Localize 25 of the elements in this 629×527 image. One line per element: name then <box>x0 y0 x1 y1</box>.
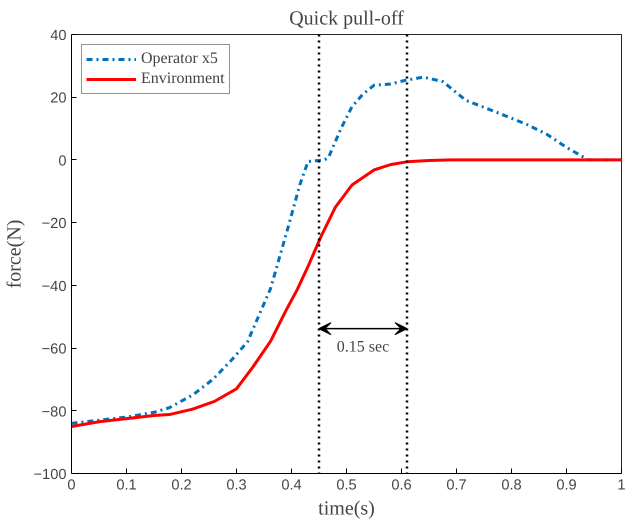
y-axis-title: force(N) <box>3 220 26 288</box>
line-series <box>72 158 622 428</box>
chart-title: Quick pull-off <box>289 8 404 30</box>
y-tick-label: 40 <box>50 28 67 44</box>
legend-label: Environment <box>141 70 225 88</box>
y-tick-label: 0 <box>58 153 67 170</box>
x-tick-label: 0.4 <box>281 478 302 494</box>
y-tick-label: −40 <box>42 278 67 295</box>
x-tick-label: 0.7 <box>446 478 467 494</box>
y-tick-label: −60 <box>42 342 67 358</box>
x-tick-label: 0.5 <box>336 478 357 494</box>
x-tick-label: 0.9 <box>556 478 577 494</box>
x-tick-label: 0.1 <box>116 478 137 494</box>
x-tick-label: 0.3 <box>226 478 247 494</box>
x-axis-title: time(s) <box>318 498 375 520</box>
x-tick-label: 0.6 <box>391 478 412 494</box>
annotation: 0.15 sec <box>336 338 390 356</box>
x-tick-label: 0.8 <box>501 478 522 494</box>
x-tick-label: 0.2 <box>171 478 192 494</box>
y-tick-label: −100 <box>33 467 67 483</box>
y-tick-label: −80 <box>42 404 67 420</box>
y-tick-label: 20 <box>50 90 67 107</box>
legend-label: Operator x5 <box>141 50 218 68</box>
x-tick-label: 1 <box>617 478 626 494</box>
y-tick-label: −20 <box>42 216 67 232</box>
